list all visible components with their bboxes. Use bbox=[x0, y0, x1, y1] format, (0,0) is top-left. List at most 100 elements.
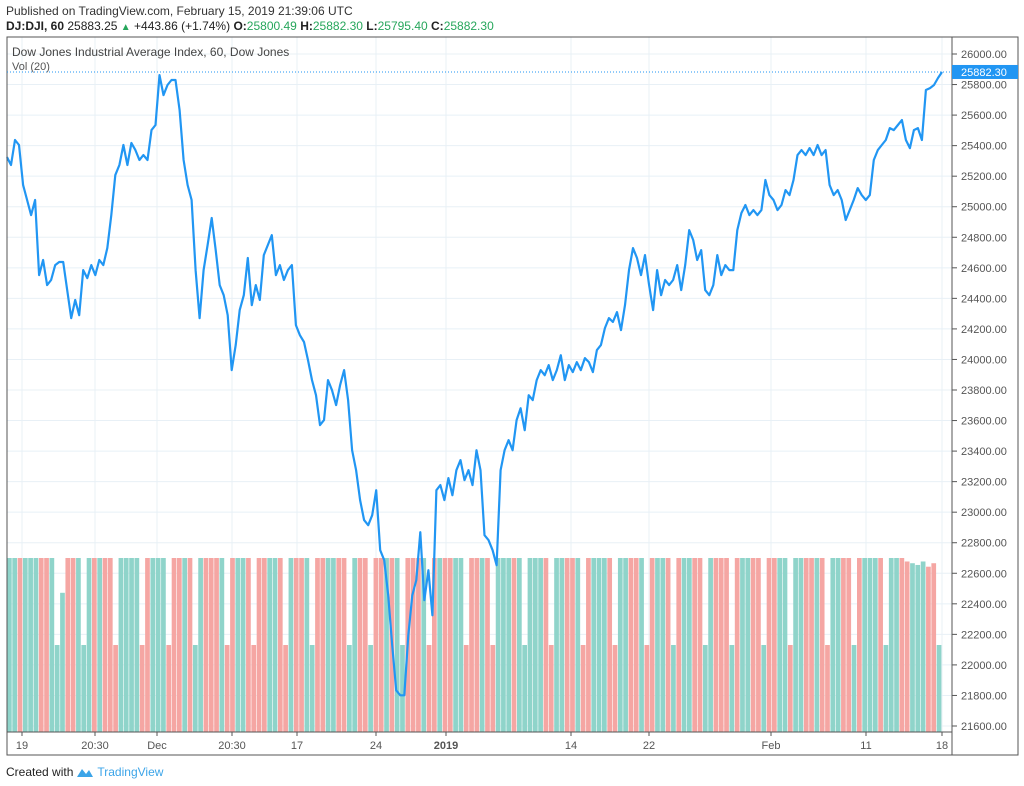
volume-bar bbox=[304, 558, 310, 732]
volume-bar bbox=[28, 558, 33, 732]
volume-bar bbox=[22, 558, 28, 732]
y-tick-label: 25600.00 bbox=[961, 110, 1007, 122]
volume-bar bbox=[192, 645, 198, 732]
volume-bar bbox=[309, 645, 315, 732]
volume-bar bbox=[118, 558, 124, 732]
volume-bar bbox=[81, 645, 87, 732]
volume-bar bbox=[857, 558, 862, 732]
y-tick-label: 26000.00 bbox=[961, 49, 1007, 61]
volume-bar bbox=[793, 558, 798, 732]
volume-bar bbox=[336, 558, 342, 732]
volume-bar bbox=[867, 558, 873, 732]
volume-bar bbox=[920, 561, 926, 732]
y-tick-label: 21800.00 bbox=[961, 690, 1007, 702]
volume-bar bbox=[692, 558, 698, 732]
volume-bar bbox=[591, 558, 597, 732]
volume-bar bbox=[432, 558, 437, 732]
low-value: 25795.40 bbox=[377, 19, 428, 33]
volume-bar bbox=[559, 558, 565, 732]
x-tick-label: Feb bbox=[762, 740, 781, 752]
y-tick-label: 23200.00 bbox=[961, 477, 1007, 489]
published-line: Published on TradingView.com, February 1… bbox=[6, 4, 353, 18]
volume-bar bbox=[7, 558, 12, 732]
volume-bar bbox=[155, 558, 161, 732]
volume-bar bbox=[469, 558, 474, 732]
volume-bar bbox=[527, 558, 533, 732]
volume-bar bbox=[479, 558, 485, 732]
volume-bar bbox=[596, 558, 602, 732]
volume-bar bbox=[198, 558, 203, 732]
volume-bar bbox=[777, 558, 783, 732]
price-change: +443.86 (+1.74%) bbox=[134, 19, 231, 33]
volume-bar bbox=[718, 558, 724, 732]
volume-bar bbox=[177, 558, 182, 732]
close-label: C: bbox=[431, 19, 444, 33]
volume-bar bbox=[586, 558, 591, 732]
y-tick-label: 24600.00 bbox=[961, 263, 1007, 275]
y-tick-label: 23400.00 bbox=[961, 446, 1007, 458]
volume-bar bbox=[628, 558, 634, 732]
volume-bar bbox=[256, 558, 262, 732]
volume-bar bbox=[97, 558, 103, 732]
last-price: 25883.25 bbox=[67, 19, 118, 33]
volume-bar bbox=[517, 558, 522, 732]
volume-bar bbox=[54, 645, 60, 732]
volume-bar bbox=[681, 558, 687, 732]
volume-bar bbox=[102, 558, 108, 732]
volume-bar bbox=[86, 558, 92, 732]
volume-bar bbox=[394, 558, 400, 732]
volume-bar bbox=[676, 558, 682, 732]
volume-bar bbox=[283, 645, 288, 732]
last-price-badge bbox=[952, 64, 1018, 79]
volume-bar bbox=[548, 645, 554, 732]
volume-bar bbox=[602, 558, 607, 732]
y-tick-label: 24200.00 bbox=[961, 324, 1007, 336]
y-tick-label: 22400.00 bbox=[961, 599, 1007, 611]
volume-bar bbox=[687, 558, 692, 732]
volume-bar bbox=[219, 558, 225, 732]
volume-bar bbox=[400, 645, 405, 732]
volume-bar bbox=[888, 558, 894, 732]
high-value: 25882.30 bbox=[312, 19, 363, 33]
volume-bar bbox=[474, 558, 480, 732]
volume-bar bbox=[113, 645, 118, 732]
x-tick-label: 2019 bbox=[434, 740, 458, 752]
volume-bar bbox=[904, 561, 910, 732]
x-tick-label: 22 bbox=[643, 740, 655, 752]
volume-bar bbox=[92, 558, 97, 732]
volume-bar bbox=[187, 558, 193, 732]
volume-bar bbox=[107, 558, 113, 732]
volume-bar bbox=[580, 645, 586, 732]
volume-bar bbox=[182, 558, 188, 732]
y-tick-label: 22800.00 bbox=[961, 538, 1007, 550]
volume-bar bbox=[240, 558, 246, 732]
volume-bar bbox=[426, 645, 432, 732]
volume-bar bbox=[325, 558, 331, 732]
volume-bar bbox=[368, 645, 373, 732]
volume-bar bbox=[49, 558, 55, 732]
volume-bar bbox=[883, 645, 889, 732]
volume-bar bbox=[878, 558, 883, 732]
volume-bar bbox=[166, 645, 172, 732]
volume-bar bbox=[910, 563, 915, 732]
volume-bar bbox=[697, 558, 703, 732]
volume-bar bbox=[421, 558, 427, 732]
volume-bar bbox=[373, 558, 379, 732]
tradingview-link[interactable]: TradingView bbox=[97, 765, 164, 779]
volume-bar bbox=[724, 558, 729, 732]
volume-bar bbox=[123, 558, 129, 732]
y-tick-label: 23000.00 bbox=[961, 507, 1007, 519]
volume-bar bbox=[272, 558, 278, 732]
volume-bar bbox=[851, 645, 857, 732]
y-tick-label: 25800.00 bbox=[961, 80, 1007, 92]
volume-bar bbox=[671, 645, 676, 732]
volume-bar bbox=[772, 558, 777, 732]
volume-bar bbox=[453, 558, 458, 732]
volume-bar bbox=[384, 558, 389, 732]
volume-bar bbox=[660, 558, 666, 732]
volume-bar bbox=[617, 558, 623, 732]
volume-bar bbox=[203, 558, 209, 732]
volume-bar bbox=[235, 558, 241, 732]
volume-bar bbox=[649, 558, 655, 732]
